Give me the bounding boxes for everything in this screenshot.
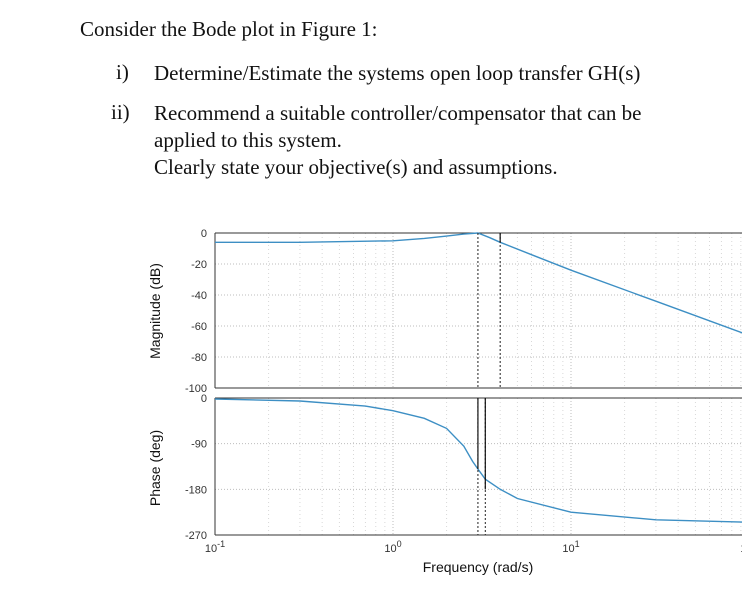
bode-plot: 0-20-40-60-80-100 0-90-180-270 10-1 100 10…	[147, 228, 742, 575]
frequency-tick-label: 10-1	[205, 539, 225, 555]
phase-axis-label: Phase (deg)	[147, 430, 163, 506]
mag-series-line	[215, 232, 742, 334]
mag-tick-label: -80	[191, 352, 207, 364]
item-1-line-1: Determine/Estimate the systems open loop…	[154, 61, 641, 85]
magnitude-axis-label: Magnitude (dB)	[147, 263, 163, 359]
frequency-tick-label: 100	[384, 539, 401, 555]
item-2-line-1: Recommend a suitable controller/compensa…	[154, 101, 642, 125]
phase-tick-label: -90	[191, 439, 207, 451]
frequency-axis-label: Frequency (rad/s)	[423, 559, 533, 575]
item-2-line-2: applied to this system.	[154, 128, 342, 152]
item-1-number: i)	[116, 60, 129, 84]
item-1-text: Determine/Estimate the systems open loop…	[154, 60, 640, 87]
mag-tick-label: -60	[191, 321, 207, 333]
mag-tick-label: 0	[201, 228, 207, 240]
mag-tick-label: -100	[185, 383, 207, 395]
question-intro: Consider the Bode plot in Figure 1:	[80, 17, 378, 41]
phase-series-line	[214, 398, 742, 523]
frequency-tick-label: 102	[740, 539, 742, 555]
phase-panel: 0 -90 -180 -270	[185, 393, 742, 542]
mag-tick-label: -40	[191, 290, 207, 302]
item-2-number: ii)	[111, 100, 130, 124]
magnitude-panel: 0 -20 -40 -60 -80 -100	[185, 228, 742, 395]
frequency-ticks: 10-1 100 101 102	[205, 539, 742, 555]
phase-tick-label: -180	[185, 484, 207, 496]
item-2-line-3: Clearly state your objective(s) and assu…	[154, 155, 558, 179]
phase-tick-label: -270	[185, 530, 207, 542]
phase-tick-label: 0	[201, 393, 207, 405]
mag-tick-label: -20	[191, 259, 207, 271]
item-2-text: Recommend a suitable controller/compensa…	[154, 100, 734, 181]
question-text: Consider the Bode plot in Figure 1: i) D…	[0, 0, 742, 195]
frequency-tick-label: 101	[562, 539, 579, 555]
